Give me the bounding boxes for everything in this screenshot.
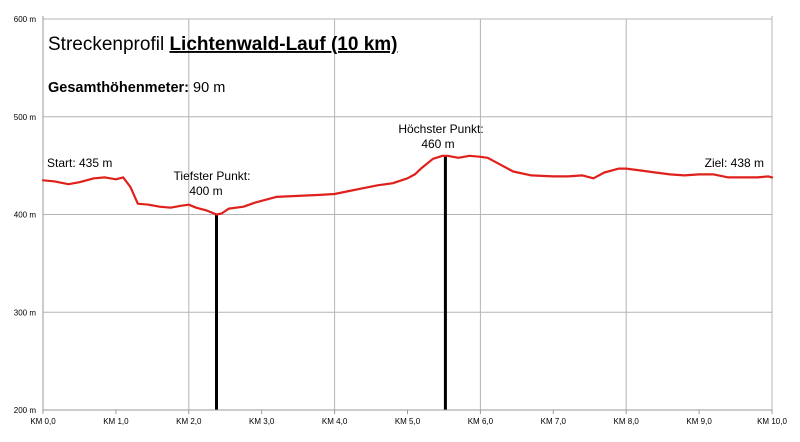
x-tick-label: KM 1,0 (103, 417, 129, 426)
x-tick-label: KM 9,0 (686, 417, 712, 426)
x-tick-label: KM 4,0 (322, 417, 348, 426)
y-tick-label: 400 m (14, 211, 37, 220)
total-climb-line: Gesamthöhenmeter: 90 m (48, 80, 225, 96)
total-climb-label: Gesamthöhenmeter: (48, 80, 189, 96)
x-tick-label: KM 7,0 (541, 417, 567, 426)
x-tick-label: KM 0,0 (30, 417, 56, 426)
tick-label-layer: 200 m 300 m 400 m 500 m 600 m KM 0,0 KM 1,0 KM … (14, 15, 788, 426)
x-tick-label: KM 3,0 (249, 417, 275, 426)
y-tick-label: 600 m (14, 15, 37, 24)
highest-point-value: 460 m (421, 137, 454, 151)
x-tick-label: KM 8,0 (614, 417, 640, 426)
x-tick-label: KM 2,0 (176, 417, 202, 426)
marker-layer (215, 155, 447, 410)
lowest-point-value: 400 m (189, 184, 222, 198)
axis-layer (42, 16, 773, 414)
total-climb-value: 90 m (193, 80, 225, 96)
chart-title-prefix: Streckenprofil (48, 34, 164, 55)
x-tick-label: KM 6,0 (468, 417, 494, 426)
start-annotation: Start: 435 m (47, 156, 112, 170)
highest-point-label: Höchster Punkt: (398, 122, 483, 136)
chart-title: Streckenprofil Lichtenwald-Lauf (10 km) (48, 34, 397, 55)
x-tick-label: KM 10,0 (757, 417, 787, 426)
x-tick-label: KM 5,0 (395, 417, 421, 426)
y-tick-label: 300 m (14, 308, 37, 317)
series-layer (41, 154, 774, 216)
y-tick-label: 500 m (14, 113, 37, 122)
elevation-line (41, 154, 774, 216)
grid-layer (43, 18, 772, 410)
finish-annotation: Ziel: 438 m (705, 156, 764, 170)
y-tick-label: 200 m (14, 406, 37, 415)
chart-title-main: Lichtenwald-Lauf (10 km) (169, 34, 397, 55)
lowest-point-label: Tiefster Punkt: (174, 169, 251, 183)
